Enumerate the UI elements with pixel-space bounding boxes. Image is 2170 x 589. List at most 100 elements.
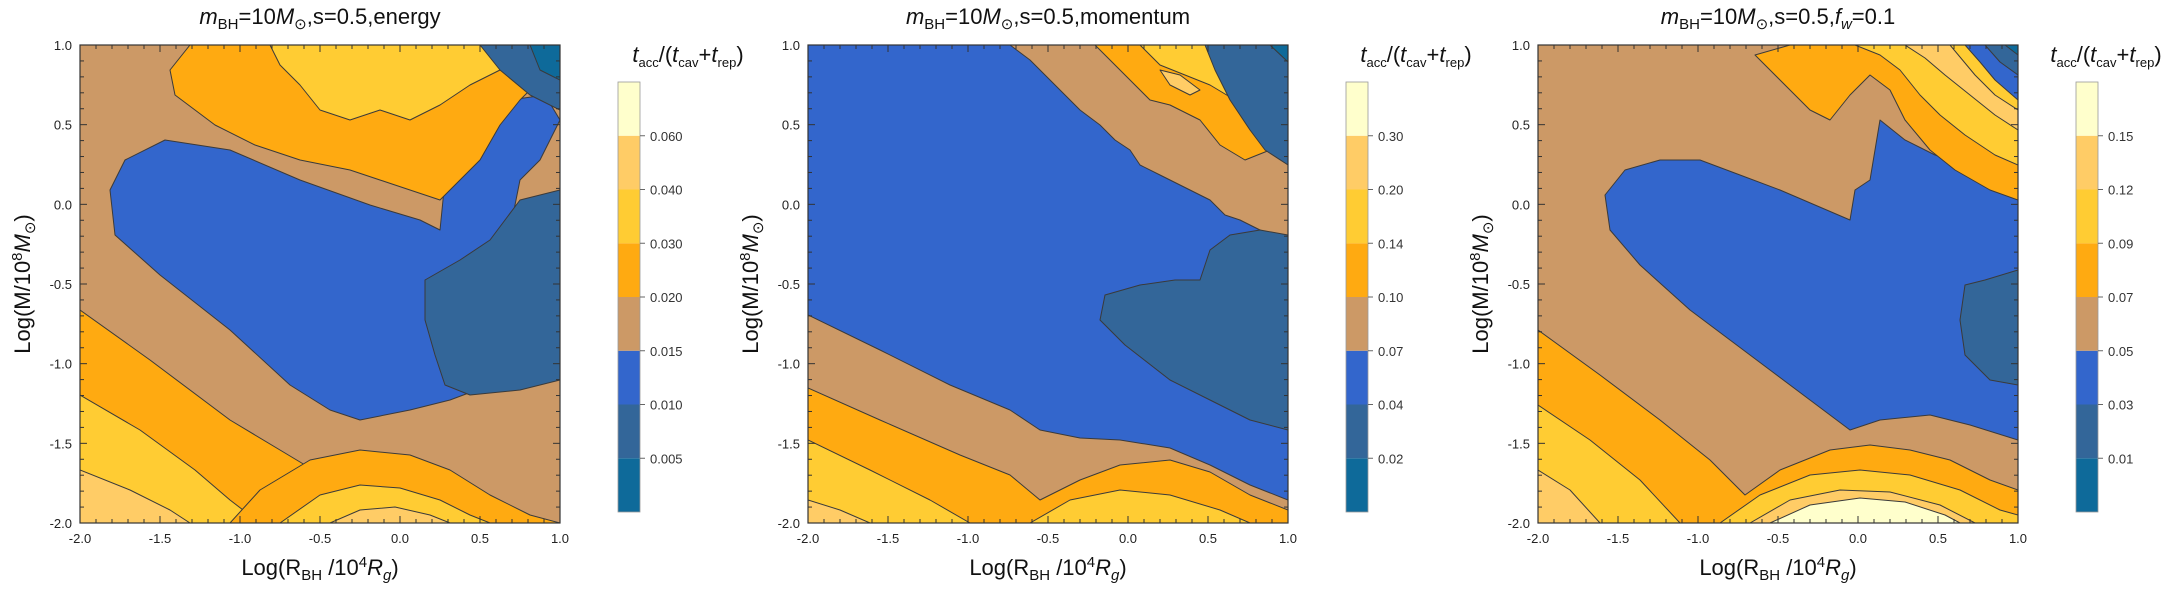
axis-ticks: -2.0 -1.5 -1.0 -0.5 0.0 0.5 1.0 -2.0 -1.5 -1.0 -0.… <box>778 38 1297 546</box>
y-tick-label: -1.5 <box>1508 436 1530 451</box>
contour-region <box>2004 45 2018 56</box>
colorbar-title: tacc/(tcav+trep) <box>1360 42 1471 70</box>
y-tick-label: -1.0 <box>1508 357 1530 372</box>
contour-region <box>1604 119 2018 441</box>
colorbar-swatch <box>2076 82 2098 136</box>
panel-energy: mBH=10M⊙,s=0.5,energy -2.0 -1.5 -1.0 -0.5 0.… <box>9 4 744 584</box>
colorbar-tick-label: 0.07 <box>2108 290 2133 305</box>
x-tick-label: -2.0 <box>1527 531 1549 546</box>
y-tick-label: -0.5 <box>50 277 72 292</box>
colorbar-tick-label: 0.01 <box>2108 451 2133 466</box>
colorbar-tick-label: 0.30 <box>1378 129 1403 144</box>
x-tick-label: 0.0 <box>391 531 409 546</box>
panel-momentum: mBH=10M⊙,s=0.5,momentum -2.0 -1.5 -1.0 -0.5… <box>737 4 1472 584</box>
colorbar-title: tacc/(tcav+trep) <box>2050 42 2161 70</box>
y-tick-label: 1.0 <box>782 38 800 53</box>
y-tick-label: 1.0 <box>54 38 72 53</box>
x-tick-label: -1.5 <box>877 531 899 546</box>
colorbar-tick-label: 0.05 <box>2108 344 2133 359</box>
x-tick-label: 0.5 <box>1929 531 1947 546</box>
colorbar-swatch <box>618 189 640 244</box>
axis-ticks: -2.0 -1.5 -1.0 -0.5 0.0 0.5 1.0 -2.0 -1.5 -1.0 -0.… <box>50 38 569 546</box>
x-axis-label: Log(RBH /104Rg) <box>241 554 398 584</box>
colorbar-swatch <box>1346 135 1368 190</box>
x-tick-label: -0.5 <box>1767 531 1789 546</box>
x-tick-label: 1.0 <box>551 531 569 546</box>
contour-region <box>808 439 971 523</box>
x-tick-label: -0.5 <box>1037 531 1059 546</box>
y-tick-label: 0.0 <box>54 197 72 212</box>
contour-region <box>1029 489 1251 523</box>
colorbar-tick-label: 0.07 <box>1378 344 1403 359</box>
colorbar-swatch <box>618 350 640 405</box>
contour-region <box>80 469 191 523</box>
y-tick-label: 0.0 <box>1512 197 1530 212</box>
colorbar-swatch <box>618 243 640 297</box>
colorbar-tick-label: 0.20 <box>1378 183 1403 198</box>
colorbar-swatch <box>2076 135 2098 190</box>
colorbar-tick-label: 0.060 <box>650 129 683 144</box>
contour-region <box>1099 229 1288 431</box>
colorbar-tick-label: 0.030 <box>650 236 683 251</box>
y-tick-label: -0.5 <box>1508 277 1530 292</box>
y-tick-label: -1.0 <box>778 357 800 372</box>
colorbar-tick-label: 0.09 <box>2108 236 2133 251</box>
y-tick-label: 0.0 <box>782 197 800 212</box>
panel-title: mBH=10M⊙,s=0.5,energy <box>199 4 440 33</box>
x-tick-label: 0.5 <box>471 531 489 546</box>
colorbar-tick-label: 0.02 <box>1378 451 1403 466</box>
colorbar-tick-label: 0.010 <box>650 398 683 413</box>
colorbar-swatch <box>1346 404 1368 459</box>
contour-region <box>1159 69 1201 96</box>
axis-ticks: -2.0 -1.5 -1.0 -0.5 0.0 0.5 1.0 -2.0 -1.5 -1.0 -0.… <box>1508 38 2027 546</box>
colorbar-title: tacc/(tcav+trep) <box>632 42 743 70</box>
y-axis-label: Log(M/108M⊙) <box>1467 214 1497 354</box>
x-tick-label: -1.5 <box>149 531 171 546</box>
x-axis-label: Log(RBH /104Rg) <box>1699 554 1856 584</box>
x-tick-label: 1.0 <box>2009 531 2027 546</box>
colorbar-swatch <box>2076 350 2098 405</box>
contour-plot <box>80 45 560 523</box>
x-tick-label: -2.0 <box>69 531 91 546</box>
colorbar-swatch <box>618 297 640 351</box>
x-axis-label: Log(RBH /104Rg) <box>969 554 1126 584</box>
contour-region <box>1204 45 1288 166</box>
colorbar-tick-label: 0.15 <box>2108 129 2133 144</box>
y-tick-label: 0.5 <box>782 118 800 133</box>
colorbar-swatch <box>2076 458 2098 512</box>
y-tick-label: -0.5 <box>778 277 800 292</box>
contour-plot <box>1538 45 2018 523</box>
colorbar-swatch <box>2076 404 2098 459</box>
colorbar-swatch <box>618 82 640 136</box>
y-tick-label: -2.0 <box>778 516 800 531</box>
x-tick-label: -1.0 <box>957 531 979 546</box>
contour-region <box>808 499 871 523</box>
contour-region <box>1269 45 1288 63</box>
colorbar-swatch <box>1346 189 1368 244</box>
contour-region <box>279 484 491 523</box>
contour-region <box>329 506 451 523</box>
contour-region <box>1984 45 2018 76</box>
colorbar: 0.005 0.010 0.015 0.020 0.030 0.040 0.060 <box>617 81 683 513</box>
contour-region <box>1959 269 2018 386</box>
colorbar: 0.02 0.04 0.07 0.10 0.14 0.20 0.30 <box>1345 81 1403 513</box>
colorbar-swatch <box>1346 82 1368 136</box>
colorbar-swatch <box>2076 297 2098 351</box>
colorbar-tick-label: 0.040 <box>650 183 683 198</box>
colorbar-swatch <box>1346 243 1368 297</box>
colorbar: 0.01 0.03 0.05 0.07 0.09 0.12 0.15 <box>2075 81 2133 513</box>
contour-region <box>1538 469 1601 523</box>
y-tick-label: -2.0 <box>1508 516 1530 531</box>
colorbar-swatch <box>2076 243 2098 297</box>
colorbar-swatch <box>1346 297 1368 351</box>
x-tick-label: -1.5 <box>1607 531 1629 546</box>
x-tick-label: 0.0 <box>1119 531 1137 546</box>
panel-fw: mBH=10M⊙,s=0.5,fw=0.1 -2.0 -1.5 -1.0 -0.5 0.… <box>1467 4 2162 584</box>
contour-region <box>529 45 560 81</box>
colorbar-swatch <box>1346 350 1368 405</box>
y-tick-label: -2.0 <box>50 516 72 531</box>
contour-region <box>808 387 1288 523</box>
colorbar-tick-label: 0.020 <box>650 290 683 305</box>
colorbar-tick-label: 0.04 <box>1378 398 1403 413</box>
